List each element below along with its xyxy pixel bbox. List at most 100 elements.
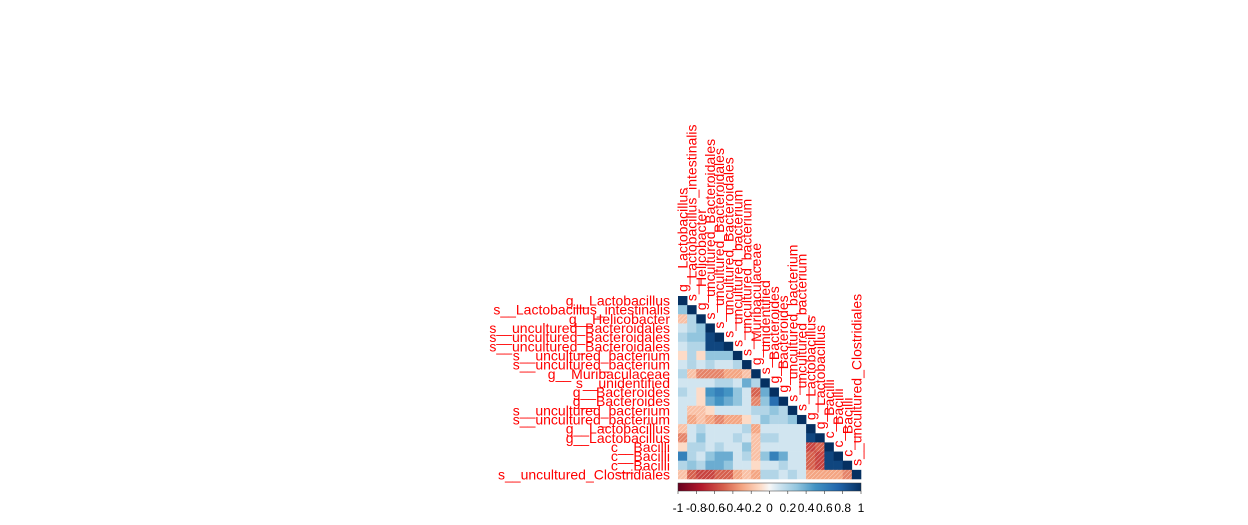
heatmap-cell-5-3 bbox=[705, 341, 715, 352]
heatmap-cell-16-5 bbox=[723, 442, 734, 452]
heatmap-cell-17-12 bbox=[787, 451, 798, 461]
colorbar-tick-label: -0.8 bbox=[686, 501, 707, 515]
heatmap-cell-8-8 bbox=[751, 369, 761, 379]
heatmap-cell-12-9 bbox=[760, 405, 770, 416]
heatmap-cell-hatch-8-3 bbox=[705, 369, 715, 379]
heatmap-cell-17-10 bbox=[769, 451, 779, 461]
heatmap-cell-7-4 bbox=[714, 360, 725, 370]
heatmap-cell-17-17 bbox=[833, 451, 843, 461]
colorbar-tick-label: -0.4 bbox=[723, 501, 744, 515]
heatmap-cell-15-15 bbox=[815, 433, 825, 443]
heatmap-cell-hatch-19-3 bbox=[705, 469, 715, 480]
heatmap-cell-13-0 bbox=[678, 414, 688, 425]
heatmap-cell-9-7 bbox=[742, 378, 752, 388]
heatmap-cell-hatch-12-1 bbox=[687, 405, 697, 416]
column-label: s__unidentified bbox=[757, 280, 773, 374]
heatmap-cell-11-4 bbox=[714, 396, 725, 407]
colorbar-tick-label: -0.2 bbox=[741, 501, 762, 515]
heatmap-cell-18-5 bbox=[723, 460, 734, 471]
heatmap-cell-14-10 bbox=[769, 424, 779, 434]
heatmap-cell-hatch-12-2 bbox=[696, 405, 706, 416]
heatmap-cell-10-9 bbox=[760, 387, 770, 397]
heatmap-cell-13-9 bbox=[760, 414, 770, 425]
heatmap-cell-18-12 bbox=[787, 460, 798, 471]
heatmap-cell-5-2 bbox=[696, 341, 706, 352]
heatmap-cell-hatch-17-14 bbox=[806, 451, 816, 461]
heatmap-cell-17-13 bbox=[796, 451, 807, 461]
heatmap-cell-hatch-19-0 bbox=[678, 469, 688, 480]
heatmap-cell-0-0 bbox=[678, 296, 688, 306]
row-label: g__Muribaculaceae bbox=[548, 366, 670, 382]
heatmap-cell-12-3 bbox=[705, 405, 715, 416]
column-label: g__Helicobacter bbox=[693, 209, 709, 311]
row-label: s__uncultured_Bacteroidales bbox=[489, 329, 670, 345]
heatmap-cell-hatch-19-4 bbox=[714, 469, 725, 480]
heatmap-cell-17-2 bbox=[696, 451, 706, 461]
heatmap-cell-18-6 bbox=[732, 460, 743, 471]
heatmap-cell-13-8 bbox=[751, 414, 761, 425]
heatmap-cell-18-7 bbox=[742, 460, 752, 471]
row-label: g__Bacteroides bbox=[573, 384, 670, 400]
heatmap-cell-8-0 bbox=[678, 369, 688, 379]
colorbar-tick-label: 0.2 bbox=[779, 501, 796, 515]
heatmap-cell-11-10 bbox=[769, 396, 779, 407]
heatmap-cell-16-2 bbox=[696, 442, 706, 452]
column-label: g__Bacteroides bbox=[775, 295, 791, 392]
heatmap-cell-11-3 bbox=[705, 396, 715, 407]
column-label: s__uncultured_Bacteroidales bbox=[702, 139, 718, 320]
heatmap-cell-7-0 bbox=[678, 360, 688, 370]
heatmap-cell-16-3 bbox=[705, 442, 715, 452]
heatmap-cell-17-16 bbox=[824, 451, 834, 461]
heatmap-cell-18-9 bbox=[760, 460, 770, 471]
heatmap-cell-16-11 bbox=[778, 442, 789, 452]
heatmap-cell-14-6 bbox=[732, 424, 743, 434]
heatmap-cell-11-5 bbox=[723, 396, 734, 407]
heatmap-cell-9-2 bbox=[696, 378, 706, 388]
heatmap-cell-15-14 bbox=[806, 433, 816, 443]
heatmap-cell-6-4 bbox=[714, 350, 725, 361]
colorbar-tick-label: -1 bbox=[673, 501, 684, 515]
row-label: c__Bacilli bbox=[611, 457, 670, 473]
row-label: s__uncultured_Bacteroidales bbox=[489, 320, 670, 336]
column-label: s__uncultured_bacterium bbox=[784, 245, 800, 402]
colorbar-tick-label: -0.6 bbox=[704, 501, 725, 515]
heatmap-cell-6-2 bbox=[696, 350, 706, 361]
heatmap-cell-hatch-14-8 bbox=[751, 424, 761, 434]
heatmap-cell-18-18 bbox=[842, 460, 853, 471]
heatmap-cell-17-7 bbox=[742, 451, 752, 461]
heatmap-cell-hatch-10-8 bbox=[751, 387, 761, 397]
column-label: g__Muribaculaceae bbox=[748, 243, 764, 365]
heatmap-cell-hatch-18-14 bbox=[806, 460, 816, 471]
colorbar-tick-label: 0 bbox=[766, 501, 773, 515]
heatmap-cell-14-9 bbox=[760, 424, 770, 434]
heatmap-cell-17-4 bbox=[714, 451, 725, 461]
heatmap-cell-12-4 bbox=[714, 405, 725, 416]
heatmap-cell-3-1 bbox=[687, 323, 697, 333]
row-label: s__unidentified bbox=[576, 375, 670, 391]
heatmap-cell-12-10 bbox=[769, 405, 779, 416]
heatmap-cell-13-13 bbox=[796, 414, 807, 425]
heatmap-cell-9-9 bbox=[760, 378, 770, 388]
heatmap-cell-15-1 bbox=[687, 433, 697, 443]
heatmap-cell-11-6 bbox=[732, 396, 743, 407]
heatmap-cell-11-2 bbox=[696, 396, 706, 407]
heatmap-cell-hatch-19-14 bbox=[806, 469, 816, 480]
heatmap-cell-16-16 bbox=[824, 442, 834, 452]
heatmap-cell-7-2 bbox=[696, 360, 706, 370]
heatmap-cell-19-13 bbox=[796, 469, 807, 480]
heatmap-cell-10-4 bbox=[714, 387, 725, 397]
heatmap-cell-hatch-15-8 bbox=[751, 433, 761, 443]
heatmap-cell-14-12 bbox=[787, 424, 798, 434]
heatmap-cell-5-5 bbox=[723, 341, 734, 352]
heatmap-cell-15-5 bbox=[723, 433, 734, 443]
heatmap-cell-15-13 bbox=[796, 433, 807, 443]
heatmap-cell-4-1 bbox=[687, 332, 697, 343]
heatmap-cell-10-3 bbox=[705, 387, 715, 397]
heatmap-cell-16-4 bbox=[714, 442, 725, 452]
heatmap-cell-18-16 bbox=[824, 460, 834, 471]
heatmap-cell-13-7 bbox=[742, 414, 752, 425]
heatmap-cell-1-0 bbox=[678, 305, 688, 315]
heatmap-cell-7-3 bbox=[705, 360, 715, 370]
row-label: s__uncultured_bacterium bbox=[513, 347, 670, 363]
